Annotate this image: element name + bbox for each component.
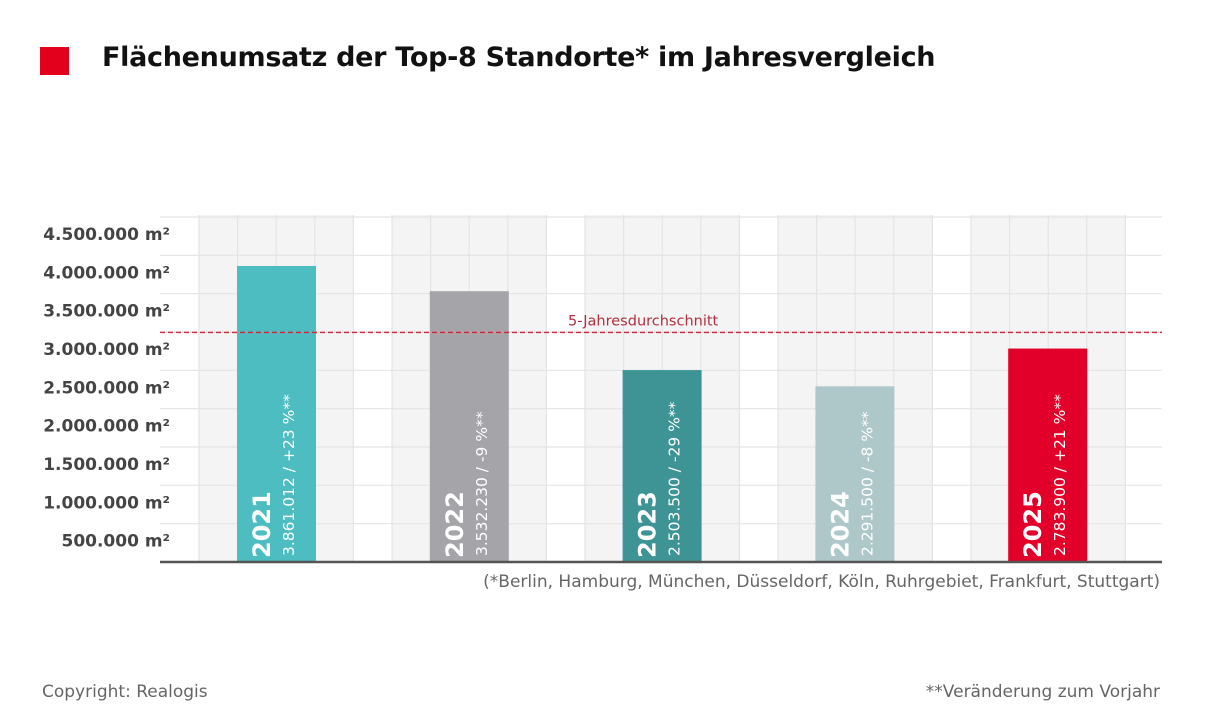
y-tick-label: 3.000.000 m² (43, 340, 170, 360)
y-tick-label: 1.500.000 m² (43, 455, 170, 475)
y-tick-label: 4.000.000 m² (43, 263, 170, 283)
bar-2022 (429, 291, 509, 562)
bar-year-label: 2024 (826, 491, 854, 558)
bar-value-label: 2.503.500 / -29 %** (666, 401, 684, 556)
locations-note: (*Berlin, Hamburg, München, Düsseldorf, … (483, 572, 1160, 592)
change-footnote: **Veränderung zum Vorjahr (925, 682, 1160, 702)
bar-2024 (815, 386, 895, 562)
bar-value-label: 2.783.900 / +21 %** (1051, 394, 1069, 556)
bar-2021 (237, 265, 316, 562)
bar-2023 (622, 370, 702, 562)
bar-year-label: 2023 (634, 491, 662, 558)
average-reference-label: 5-Jahresdurchschnitt (568, 313, 719, 329)
y-tick-label: 4.500.000 m² (43, 225, 170, 245)
y-tick-label: 1.000.000 m² (43, 493, 170, 513)
bar-year-label: 2022 (441, 491, 469, 558)
title-accent-square (40, 47, 69, 75)
bar-2025 (1008, 348, 1088, 562)
y-tick-label: 500.000 m² (61, 532, 170, 552)
copyright: Copyright: Realogis (42, 682, 208, 702)
bar-value-label: 3.532.230 / -9 %** (473, 411, 491, 556)
y-tick-label: 2.500.000 m² (43, 378, 170, 398)
y-tick-label: 3.500.000 m² (43, 302, 170, 322)
bar-value-label: 2.291.500 / -8 %** (858, 411, 876, 556)
bar-year-label: 2021 (248, 491, 276, 558)
chart-title: Flächenumsatz der Top-8 Standorte* im Ja… (102, 42, 936, 73)
bar-year-label: 2025 (1019, 491, 1047, 558)
bar-value-label: 3.861.012 / +23 %** (280, 394, 298, 556)
y-tick-label: 2.000.000 m² (43, 417, 170, 437)
